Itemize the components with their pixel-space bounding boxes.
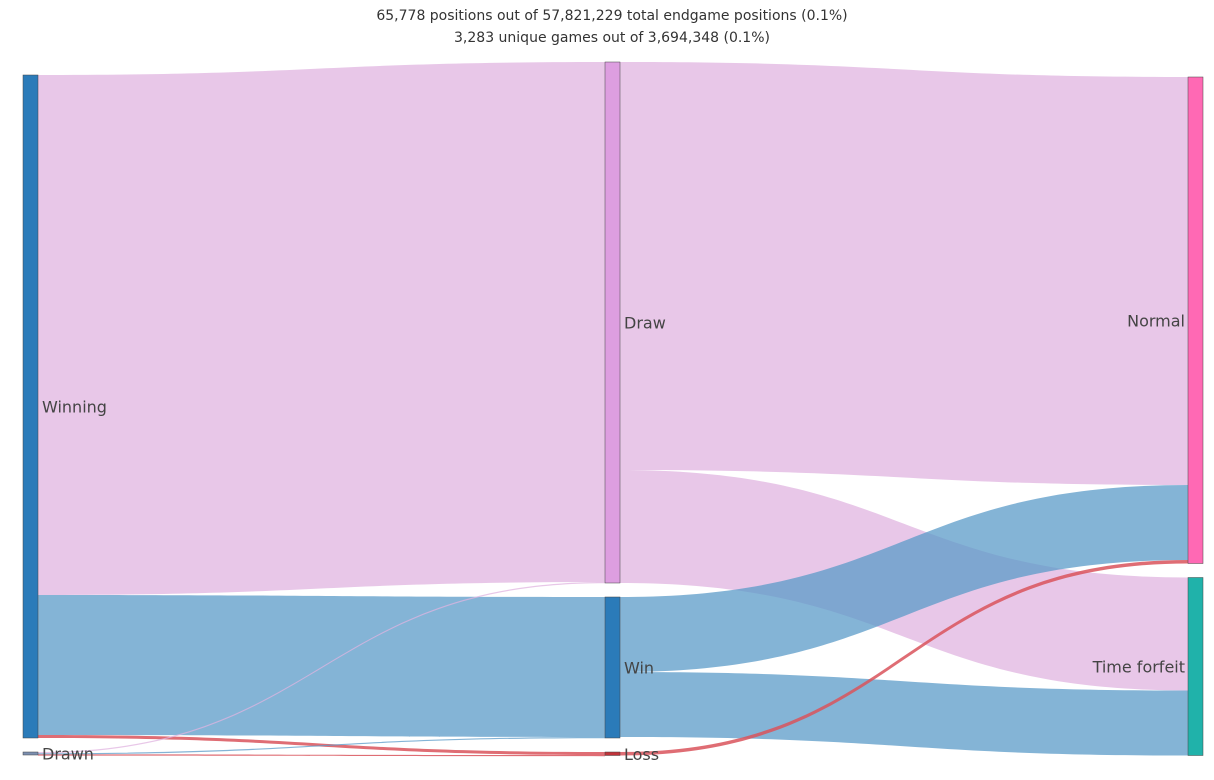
sankey-link-winning-to-draw bbox=[38, 62, 605, 595]
chart-title-line-1: 65,778 positions out of 57,821,229 total… bbox=[376, 8, 848, 24]
sankey-node-label-time_forfeit: Time forfeit bbox=[1092, 658, 1185, 677]
sankey-link-loss-to-normal bbox=[620, 560, 1188, 756]
sankey-node-winning bbox=[22, 74, 39, 739]
sankey-nodes bbox=[22, 61, 1204, 756]
sankey-node-label-winning: Winning bbox=[42, 398, 107, 417]
sankey-link-drawn-to-draw bbox=[38, 582, 605, 754]
sankey-link-winning-to-win bbox=[38, 595, 605, 737]
sankey-link-drawn-to-loss bbox=[38, 754, 605, 757]
sankey-node-label-win: Win bbox=[624, 659, 654, 678]
sankey-link-win-to-normal bbox=[620, 485, 1188, 672]
sankey-node-drawn bbox=[22, 751, 39, 756]
sankey-link-draw-to-normal bbox=[620, 62, 1188, 485]
sankey-node-time_forfeit bbox=[1187, 577, 1204, 756]
sankey-node-label-drawn: Drawn bbox=[42, 745, 94, 764]
sankey-node-labels: Winning Drawn Draw Win Loss Normal Time forfei… bbox=[42, 311, 1185, 764]
sankey-node-win bbox=[604, 596, 621, 739]
sankey-node-draw bbox=[604, 61, 621, 584]
sankey-link-drawn-to-win bbox=[38, 737, 605, 755]
sankey-node-loss bbox=[604, 751, 621, 756]
sankey-node-label-loss: Loss bbox=[624, 745, 659, 764]
sankey-node-label-draw: Draw bbox=[624, 314, 666, 333]
sankey-links bbox=[38, 62, 1188, 757]
sankey-node-normal bbox=[1187, 76, 1204, 564]
sankey-node-label-normal: Normal bbox=[1127, 311, 1185, 330]
sankey-link-winning-to-loss bbox=[38, 735, 605, 755]
chart-title-line-2: 3,283 unique games out of 3,694,348 (0.1… bbox=[454, 30, 770, 46]
